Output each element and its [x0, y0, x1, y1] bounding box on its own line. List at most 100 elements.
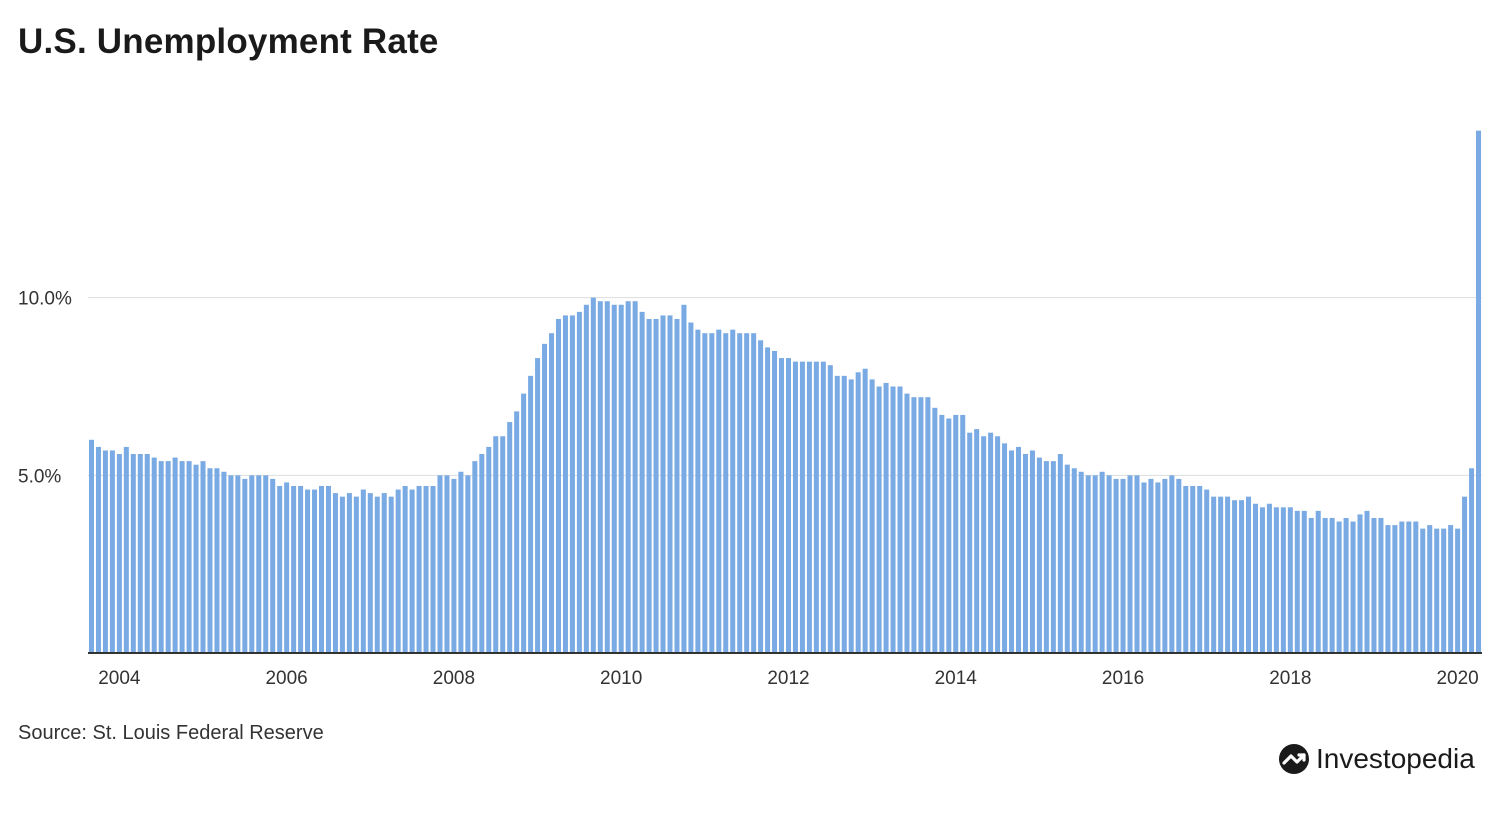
bar: [841, 375, 847, 653]
bar: [820, 361, 826, 653]
bar: [521, 393, 527, 653]
bar: [1469, 468, 1475, 653]
brand-name: Investopedia: [1316, 743, 1475, 774]
bar: [1204, 489, 1210, 653]
bar: [1169, 475, 1175, 653]
bar: [1385, 525, 1391, 653]
bar: [723, 333, 729, 653]
bar: [737, 333, 743, 653]
bar: [1399, 521, 1405, 653]
bar: [1218, 496, 1224, 653]
bar: [444, 475, 450, 653]
bar: [395, 489, 401, 653]
bar: [772, 350, 778, 653]
bar: [785, 358, 791, 653]
bar: [1455, 528, 1461, 653]
bar: [1043, 461, 1049, 653]
bar: [576, 311, 582, 653]
bar: [305, 489, 311, 653]
bar: [332, 493, 338, 653]
bar: [409, 489, 415, 653]
bar: [702, 333, 708, 653]
bar: [137, 454, 143, 653]
bar: [562, 315, 568, 653]
bar: [458, 471, 464, 653]
bar: [416, 485, 422, 653]
bar: [827, 365, 833, 653]
bar: [339, 496, 345, 653]
bar: [883, 382, 889, 653]
bar: [423, 485, 429, 653]
bar: [1266, 503, 1272, 653]
grid-lines: [88, 297, 1482, 476]
bar: [639, 311, 645, 653]
bar: [284, 482, 290, 653]
bar: [834, 375, 840, 653]
bar: [758, 340, 764, 653]
bar: [102, 450, 108, 653]
bar: [646, 318, 652, 653]
bar: [214, 468, 220, 653]
bar: [235, 475, 241, 653]
bar: [1462, 496, 1468, 653]
bar: [1225, 496, 1231, 653]
bar: [632, 301, 638, 653]
bar: [437, 475, 443, 653]
bar: [1050, 461, 1056, 653]
bar: [1239, 500, 1245, 653]
bar: [1246, 496, 1252, 653]
bar: [974, 429, 980, 653]
bar: [653, 318, 659, 653]
bar: [674, 318, 680, 653]
bar: [765, 347, 771, 653]
bar: [1127, 475, 1133, 653]
bar: [988, 432, 994, 653]
bar: [806, 361, 812, 653]
bar: [1336, 521, 1342, 653]
bar: [1371, 517, 1377, 653]
x-tick-label: 2008: [433, 668, 475, 689]
bar: [151, 457, 157, 653]
x-tick-label: 2020: [1436, 668, 1478, 689]
bar: [95, 446, 101, 653]
bar: [318, 485, 325, 653]
bar: [932, 407, 938, 653]
y-tick-label: 5.0%: [18, 466, 61, 487]
bar: [535, 358, 541, 653]
x-tick-label: 2006: [265, 668, 307, 689]
x-tick-label: 2004: [98, 668, 141, 689]
bar: [1134, 475, 1140, 653]
bar: [402, 485, 408, 653]
bar: [792, 361, 798, 653]
bar: [981, 436, 987, 653]
bar: [1301, 510, 1307, 653]
bar: [88, 439, 94, 653]
bar: [1057, 454, 1063, 653]
bar: [1252, 503, 1258, 653]
investopedia-logo-icon: [1279, 744, 1309, 774]
bar: [1029, 450, 1035, 653]
bar: [876, 386, 882, 653]
bar: [625, 301, 631, 653]
bar: [514, 411, 520, 653]
bar: [1343, 517, 1349, 653]
bar: [493, 436, 499, 653]
bar-chart: 5.0%10.0% 2004 2006 2008 2010 2012 2014 2016 20…: [18, 130, 1482, 689]
bar: [221, 471, 227, 653]
bar: [479, 454, 485, 653]
bar: [256, 475, 262, 653]
bar: [590, 297, 596, 653]
bar: [249, 475, 255, 653]
bar: [109, 450, 115, 653]
bar: [1308, 517, 1314, 653]
bar: [1099, 471, 1105, 653]
investopedia-logo[interactable]: Investopedia: [1278, 743, 1475, 775]
bar: [270, 478, 276, 653]
bar: [569, 315, 575, 653]
bar: [1162, 478, 1168, 653]
bar: [1078, 471, 1084, 653]
x-tick-label: 2014: [935, 668, 978, 689]
bar: [388, 496, 394, 653]
bar: [263, 475, 269, 653]
bar: [925, 397, 931, 653]
